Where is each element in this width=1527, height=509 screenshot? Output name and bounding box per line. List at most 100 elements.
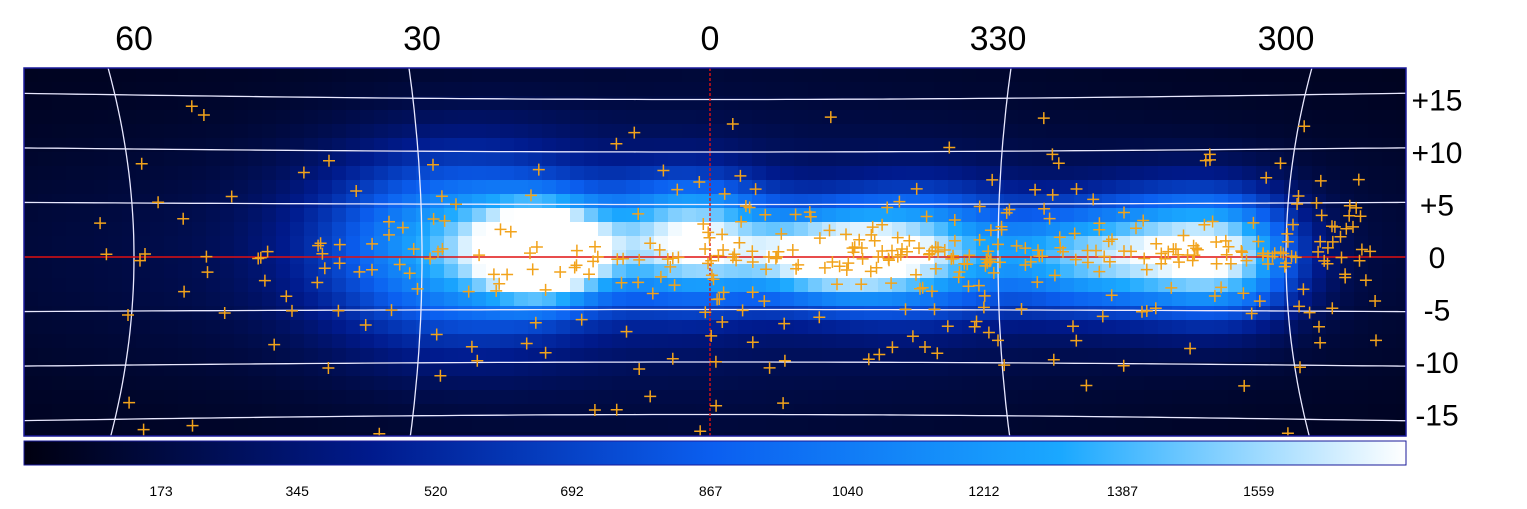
heatmap-cell bbox=[332, 320, 347, 335]
heatmap-cell bbox=[1368, 124, 1383, 139]
heatmap-cell bbox=[416, 222, 431, 237]
heatmap-cell bbox=[668, 390, 683, 405]
heatmap-cell bbox=[1340, 404, 1355, 419]
heatmap-cell bbox=[1200, 194, 1215, 209]
heatmap-cell bbox=[262, 152, 277, 167]
heatmap-cell bbox=[1158, 96, 1173, 111]
heatmap-cell bbox=[276, 320, 291, 335]
source-marker bbox=[94, 217, 107, 230]
heatmap-cell bbox=[780, 306, 795, 321]
heatmap-cell bbox=[318, 362, 333, 377]
heatmap-cell bbox=[1018, 278, 1033, 293]
heatmap-cell bbox=[276, 68, 291, 83]
heatmap-cell bbox=[612, 292, 627, 307]
heatmap-cell bbox=[556, 180, 571, 195]
heatmap-cell bbox=[108, 348, 123, 363]
heatmap-cell bbox=[962, 334, 977, 349]
heatmap-cell bbox=[1270, 96, 1285, 111]
heatmap-cell bbox=[192, 152, 207, 167]
heatmap-cell bbox=[1242, 194, 1257, 209]
heatmap-cell bbox=[1046, 96, 1061, 111]
heatmap-cell bbox=[1116, 82, 1131, 97]
heatmap-cell bbox=[1172, 180, 1187, 195]
source-marker bbox=[539, 346, 552, 359]
heatmap-cell bbox=[864, 152, 879, 167]
heatmap-cell bbox=[1228, 432, 1243, 436]
heatmap-cell bbox=[766, 432, 781, 436]
source-marker bbox=[1237, 287, 1250, 300]
heatmap-cell bbox=[1060, 222, 1075, 237]
heatmap-cell bbox=[458, 432, 473, 436]
heatmap-cell bbox=[360, 432, 375, 436]
heatmap-cell bbox=[1256, 138, 1271, 153]
heatmap-cell bbox=[1298, 348, 1313, 363]
heatmap-cell bbox=[164, 96, 179, 111]
heatmap-cell bbox=[1158, 306, 1173, 321]
heatmap-cell bbox=[290, 110, 305, 125]
heatmap-cell bbox=[192, 362, 207, 377]
heatmap-cell bbox=[1158, 138, 1173, 153]
heatmap-cell bbox=[416, 194, 431, 209]
heatmap-cell bbox=[458, 404, 473, 419]
heatmap-cell bbox=[752, 306, 767, 321]
heatmap-cell bbox=[1186, 334, 1201, 349]
heatmap-cell bbox=[920, 68, 935, 83]
heatmap-cell bbox=[402, 68, 417, 83]
heatmap-cell bbox=[374, 222, 389, 237]
heatmap-cell bbox=[178, 180, 193, 195]
source-marker bbox=[705, 329, 718, 342]
heatmap-cell bbox=[850, 362, 865, 377]
heatmap-cell bbox=[374, 390, 389, 405]
heatmap-cell bbox=[1130, 208, 1145, 223]
heatmap-cell bbox=[1074, 110, 1089, 125]
heatmap-cell bbox=[1242, 166, 1257, 181]
heatmap-cell bbox=[304, 110, 319, 125]
heatmap-cell bbox=[276, 432, 291, 436]
heatmap-cell bbox=[892, 278, 907, 293]
heatmap-cell bbox=[472, 208, 487, 223]
heatmap-cell bbox=[178, 138, 193, 153]
heatmap-cell bbox=[570, 320, 585, 335]
heatmap-cell bbox=[1312, 348, 1327, 363]
heatmap-cell bbox=[1256, 390, 1271, 405]
heatmap-cell bbox=[934, 418, 949, 433]
source-marker bbox=[726, 251, 739, 264]
heatmap-cell bbox=[808, 418, 823, 433]
heatmap-cell bbox=[1060, 110, 1075, 125]
heatmap-cell bbox=[402, 124, 417, 139]
source-marker bbox=[920, 210, 933, 223]
heatmap-cell bbox=[472, 110, 487, 125]
heatmap-cell bbox=[934, 166, 949, 181]
heatmap-cell bbox=[108, 222, 123, 237]
heatmap-cell bbox=[654, 208, 669, 223]
source-marker bbox=[953, 266, 966, 278]
heatmap-cell bbox=[1074, 348, 1089, 363]
heatmap-cell bbox=[150, 166, 165, 181]
heatmap-cell bbox=[486, 124, 501, 139]
heatmap-cell bbox=[724, 348, 739, 363]
heatmap-cell bbox=[598, 306, 613, 321]
heatmap-cell bbox=[836, 166, 851, 181]
heatmap-cell bbox=[192, 376, 207, 391]
source-marker bbox=[403, 267, 416, 280]
heatmap-cell bbox=[486, 348, 501, 363]
heatmap-cell bbox=[52, 306, 67, 321]
heatmap-cell bbox=[1284, 68, 1299, 83]
source-marker bbox=[699, 243, 712, 255]
heatmap-cell bbox=[976, 152, 991, 167]
heatmap-cell bbox=[486, 390, 501, 405]
heatmap-cell bbox=[738, 222, 753, 237]
source-marker bbox=[818, 261, 831, 274]
heatmap-cell bbox=[1382, 334, 1397, 349]
heatmap-cell bbox=[808, 306, 823, 321]
heatmap-cell bbox=[640, 180, 655, 195]
heatmap-cell bbox=[584, 194, 599, 209]
heatmap-cell bbox=[444, 82, 459, 97]
heatmap-cell bbox=[1382, 432, 1397, 436]
heatmap-cell bbox=[290, 264, 305, 279]
heatmap-cell bbox=[976, 222, 991, 237]
heatmap-cell bbox=[668, 432, 683, 436]
source-marker bbox=[178, 285, 191, 298]
heatmap-cell bbox=[710, 236, 725, 251]
heatmap-cell bbox=[668, 418, 683, 433]
